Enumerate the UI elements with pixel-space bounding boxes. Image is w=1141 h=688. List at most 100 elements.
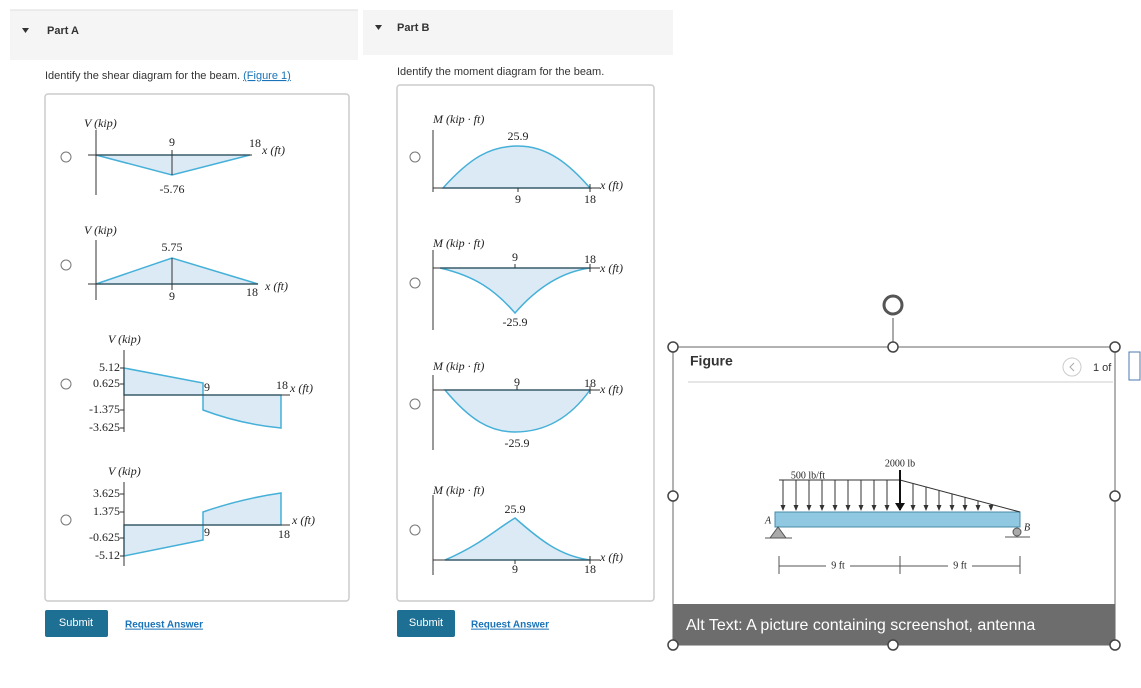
radio-button[interactable] (60, 514, 72, 526)
request-answer[interactable]: Request Answer (125, 620, 203, 631)
prev-button[interactable] (1062, 357, 1082, 377)
x-axis-label: x (ft) (261, 143, 285, 157)
y-axis-label: M (kip · ft) (432, 112, 484, 126)
arrowhead (936, 505, 942, 511)
diagram-label: 25.9 (508, 129, 529, 143)
x-axis-label: x (ft) (264, 279, 288, 293)
y-axis-label: V (kip) (108, 332, 141, 346)
x-axis-label: x (ft) (599, 261, 623, 275)
submit-button[interactable] (45, 610, 108, 637)
diagram-label: 9 (512, 250, 518, 264)
roller-support (1012, 527, 1022, 537)
arrowhead (832, 505, 838, 511)
alt-text: Alt Text: A picture containing screensho… (686, 617, 1035, 634)
resize-handle[interactable] (1109, 639, 1121, 651)
arrowhead (895, 503, 905, 511)
diagram-label: 9 (512, 562, 518, 576)
diagram-label: 18 (278, 527, 290, 541)
arrowhead (962, 505, 968, 511)
diagram-label: -0.625 (89, 530, 120, 544)
x-axis-label: x (ft) (599, 382, 623, 396)
arrowhead (923, 505, 929, 511)
load-label: 500 lb/ft (791, 470, 825, 481)
radio-button[interactable] (60, 259, 72, 271)
y-axis-label: V (kip) (84, 223, 117, 237)
arrowhead (975, 505, 981, 511)
submit-label[interactable]: Submit (409, 617, 443, 629)
prev-icon (1069, 362, 1075, 372)
arrowhead (949, 505, 955, 511)
prompt: Identify the shear diagram for the beam.… (45, 70, 291, 82)
diagram-label: 5.75 (162, 240, 183, 254)
figure-frame (672, 346, 1116, 646)
diagram-label: -5.76 (160, 182, 185, 196)
request-answer[interactable]: Request Answer (471, 620, 549, 631)
radio-button[interactable] (60, 378, 72, 390)
part-header[interactable]: Part B (397, 22, 429, 34)
radio-button[interactable] (409, 277, 421, 289)
diagram-shape (444, 517, 591, 561)
resize-handle[interactable] (667, 341, 679, 353)
load-label: 2000 lb (885, 458, 915, 469)
alt-text-bar (673, 604, 1115, 645)
diagram-label: 18 (249, 136, 261, 150)
options-box (396, 84, 655, 602)
figure-title: Figure (690, 353, 733, 369)
diagram-label: 9 (514, 375, 520, 389)
arrowhead (806, 505, 812, 511)
diagram-label: 18 (584, 192, 596, 206)
header-bg (10, 10, 358, 60)
diagram-label: 25.9 (505, 502, 526, 516)
figure-link[interactable]: (Figure 1) (243, 70, 291, 82)
diagram-shape (202, 394, 282, 429)
diagram-label: 18 (584, 562, 596, 576)
radio-button[interactable] (409, 398, 421, 410)
diagram-label: 9 (515, 192, 521, 206)
radio-button[interactable] (409, 524, 421, 536)
collapse-toggle[interactable] (22, 28, 29, 33)
resize-handle[interactable] (887, 341, 899, 353)
diagram-shape (441, 145, 592, 189)
resize-handle[interactable] (667, 639, 679, 651)
side-icon[interactable] (1128, 351, 1141, 381)
diagram-label: 9 (204, 380, 210, 394)
diagram-label: 9 (169, 289, 175, 303)
label-bg (948, 560, 972, 572)
resize-handle[interactable] (1109, 341, 1121, 353)
y-axis-label: M (kip · ft) (432, 483, 484, 497)
prompt: Identify the moment diagram for the beam… (397, 66, 604, 78)
diagram-shape (443, 389, 592, 433)
rotate-handle[interactable] (882, 294, 904, 316)
diagram-shape (439, 267, 591, 315)
submit-button[interactable] (397, 610, 455, 637)
diagram-label: 3.625 (93, 486, 120, 500)
resize-handle[interactable] (667, 490, 679, 502)
resize-handle[interactable] (887, 639, 899, 651)
header-bg (363, 10, 673, 55)
submit-label[interactable]: Submit (59, 617, 93, 629)
pager: 1 of (1093, 362, 1112, 374)
radio-button[interactable] (60, 151, 72, 163)
arrowhead (884, 505, 890, 511)
diagram-label: 18 (584, 376, 596, 390)
options-box (44, 93, 350, 602)
arrowhead (910, 505, 916, 511)
figure-panel: Figure 1 of Alt Text: A picture containi… (672, 294, 1141, 646)
span-label: 9 ft (953, 560, 967, 571)
span-label: 9 ft (831, 560, 845, 571)
radio-button[interactable] (409, 151, 421, 163)
diagram-label: -25.9 (505, 436, 530, 450)
y-axis-label: V (kip) (108, 464, 141, 478)
arrowhead (845, 505, 851, 511)
x-axis-label: x (ft) (599, 178, 623, 192)
part-header[interactable]: Part A (47, 25, 79, 37)
y-axis-label: M (kip · ft) (432, 359, 484, 373)
diagram-label: 9 (204, 525, 210, 539)
collapse-toggle[interactable] (375, 25, 382, 30)
arrowhead (858, 505, 864, 511)
arrowhead (988, 505, 994, 511)
diagram-label: 9 (169, 135, 175, 149)
resize-handle[interactable] (1109, 490, 1121, 502)
